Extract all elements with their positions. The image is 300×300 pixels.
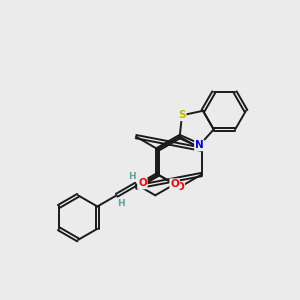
Text: N: N — [195, 140, 204, 150]
Text: O: O — [138, 178, 147, 188]
Text: S: S — [178, 110, 186, 120]
Text: O: O — [170, 179, 179, 189]
Text: H: H — [117, 199, 125, 208]
Text: O: O — [175, 182, 184, 192]
Text: H: H — [128, 172, 135, 181]
